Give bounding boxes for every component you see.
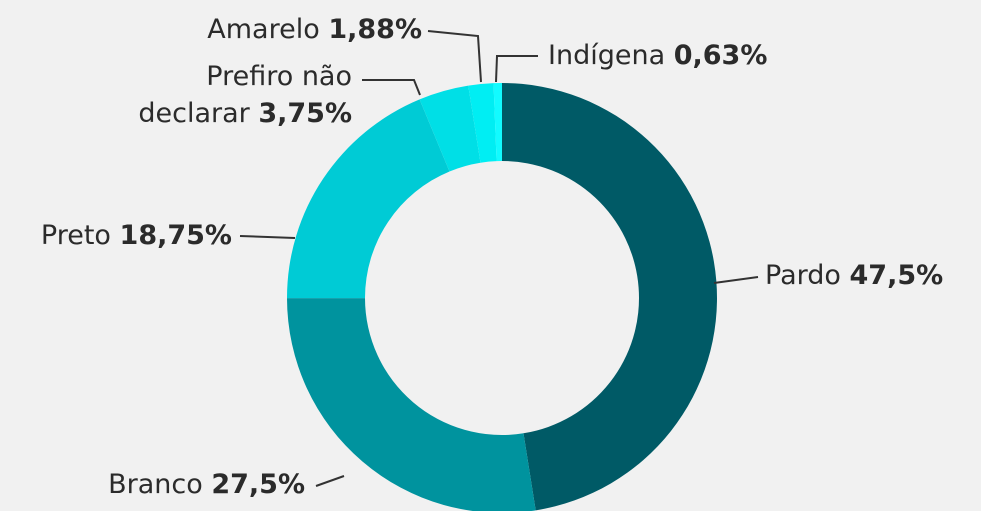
category-label: Indígena bbox=[548, 40, 666, 71]
label: Indígena 0,63% bbox=[548, 37, 767, 74]
leader-line bbox=[362, 79, 421, 96]
donut-slice bbox=[287, 298, 536, 511]
leader-line bbox=[713, 276, 759, 284]
donut-slice bbox=[419, 85, 481, 172]
value-label: 27,5% bbox=[211, 469, 305, 500]
label: Preto 18,75% bbox=[41, 217, 232, 254]
donut-slice bbox=[502, 83, 718, 511]
category-label: Prefiro não declarar bbox=[138, 61, 352, 129]
value-label: 0,63% bbox=[673, 40, 768, 71]
leader-line bbox=[315, 475, 345, 487]
category-label: Pardo bbox=[765, 260, 841, 291]
label: Branco 27,5% bbox=[108, 466, 305, 503]
label: Prefiro não declarar 3,75% bbox=[92, 58, 352, 132]
value-label: 18,75% bbox=[119, 220, 232, 251]
category-label: Preto bbox=[40, 220, 111, 251]
category-label: Branco bbox=[108, 469, 203, 500]
value-label: 47,5% bbox=[849, 260, 944, 291]
leader-line bbox=[427, 30, 482, 83]
value-label: 1,88% bbox=[328, 14, 422, 45]
label: Amarelo 1,88% bbox=[207, 11, 422, 48]
donut bbox=[287, 83, 718, 511]
category-label: Amarelo bbox=[207, 14, 320, 45]
donut-slice bbox=[468, 83, 497, 163]
label: Pardo 47,5% bbox=[765, 257, 943, 294]
value-label: 3,75% bbox=[258, 98, 352, 129]
donut-slice bbox=[493, 83, 502, 162]
leader-line bbox=[495, 55, 538, 83]
donut-slice bbox=[287, 99, 450, 299]
leader-line bbox=[239, 235, 296, 239]
